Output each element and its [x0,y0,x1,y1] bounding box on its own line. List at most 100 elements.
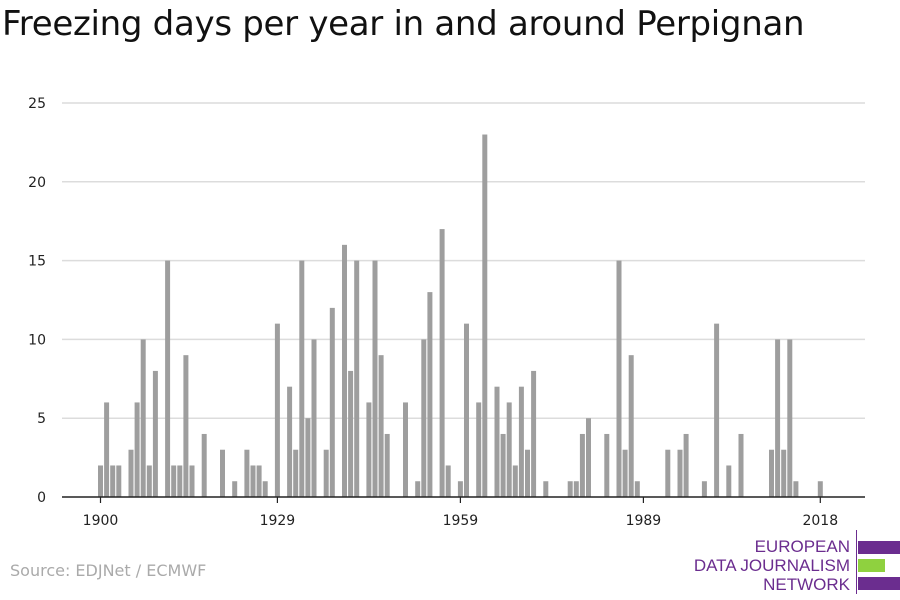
bar-1979 [579,433,585,497]
y-tick-label: 15 [28,254,46,270]
bar-1995 [677,449,683,497]
bar-1926 [256,465,262,497]
bar-1922 [232,481,238,497]
logo-line-european: EUROPEAN [754,537,850,556]
bar-1909 [152,370,158,497]
x-axis: 1900 1929 1959 1989 2018 [62,496,865,529]
edjnet-logo: EUROPEAN DATA JOURNALISM NETWORK [694,530,900,596]
bar-2012 [781,449,787,497]
bar-1911 [165,260,171,497]
bar-1970 [525,449,530,497]
bar-1963 [482,134,488,497]
bar-1927 [262,481,268,497]
bar-1932 [293,449,299,497]
bar-2013 [787,339,793,497]
bar-1929 [274,323,280,497]
bar-1959 [457,481,463,497]
bar-1933 [299,260,305,497]
bar-1914 [183,355,189,497]
bar-2001 [714,323,720,497]
bar-1925 [250,465,256,497]
logo-divider [856,530,857,594]
bar-1920 [220,449,225,497]
bar-1903 [116,465,122,497]
bar-1945 [372,260,378,497]
bar-1967 [506,402,512,497]
bar-1993 [665,449,671,497]
bar-1940 [342,244,347,497]
bar-1986 [622,449,628,497]
bar-1960 [464,323,469,497]
x-tick-label: 1929 [260,513,296,529]
bar-1985 [616,260,622,497]
y-tick-label: 25 [28,96,46,112]
bar-1996 [683,433,689,497]
x-tick-label: 1989 [626,513,662,529]
bar-1934 [305,418,311,497]
bar-1954 [427,292,433,497]
bar-1969 [518,386,524,497]
x-tick-label: 1900 [83,513,119,529]
bar-2010 [769,449,774,497]
bar-1937 [323,449,329,497]
chart-title: Freezing days per year in and around Per… [2,4,805,44]
bar-1941 [348,370,354,497]
source-note: Source: EDJNet / ECMWF [10,561,207,580]
bar-1962 [476,402,482,497]
bar-1938 [329,307,335,497]
bar-1931 [287,386,293,497]
bar-1977 [567,481,573,497]
bar-1966 [500,433,506,497]
bar-1907 [140,339,146,497]
bar-1987 [628,355,634,497]
bar-1988 [634,481,640,497]
logo-bar-bottom [858,577,900,590]
bar-1915 [189,465,195,497]
bar-1965 [494,386,500,497]
bars [98,134,823,497]
bar-1944 [366,402,372,497]
bar-1973 [543,481,549,497]
bar-1946 [378,355,384,497]
bar-1971 [531,370,537,497]
bar-1942 [354,260,360,497]
bar-1905 [128,449,134,497]
y-axis: 0 5 10 15 20 25 [28,96,46,506]
logo-bar-middle [858,559,885,572]
bar-1957 [445,465,451,497]
logo-line-data-journalism: DATA JOURNALISM [693,556,850,575]
logo-bar-top [858,541,900,554]
bar-1913 [177,465,183,497]
bar-1950 [403,402,408,497]
bar-1956 [439,229,445,497]
bar-1900 [98,465,103,497]
bar-1906 [134,402,140,497]
x-tick-label: 1959 [443,513,479,529]
bar-1924 [244,449,250,497]
grid-lines [62,102,865,419]
bar-1953 [421,339,427,497]
bar-1912 [171,465,177,497]
bar-1968 [512,465,518,497]
bar-2005 [738,433,744,497]
bar-2003 [726,465,732,497]
bar-1917 [201,433,207,497]
bar-2011 [775,339,781,497]
y-tick-label: 20 [28,175,46,191]
bar-2014 [793,481,799,497]
bar-1902 [110,465,116,497]
y-tick-label: 5 [37,411,46,427]
y-tick-label: 0 [37,490,46,506]
bar-1999 [701,481,707,497]
bar-1983 [604,433,610,497]
bar-1978 [573,481,579,497]
logo-line-network: NETWORK [763,575,850,594]
bar-1947 [384,433,390,497]
x-tick-label: 2018 [802,513,838,529]
bar-1935 [311,339,317,497]
bar-1980 [586,418,591,497]
bar-1952 [415,481,421,497]
y-tick-label: 10 [28,332,46,348]
bar-1908 [146,465,152,497]
